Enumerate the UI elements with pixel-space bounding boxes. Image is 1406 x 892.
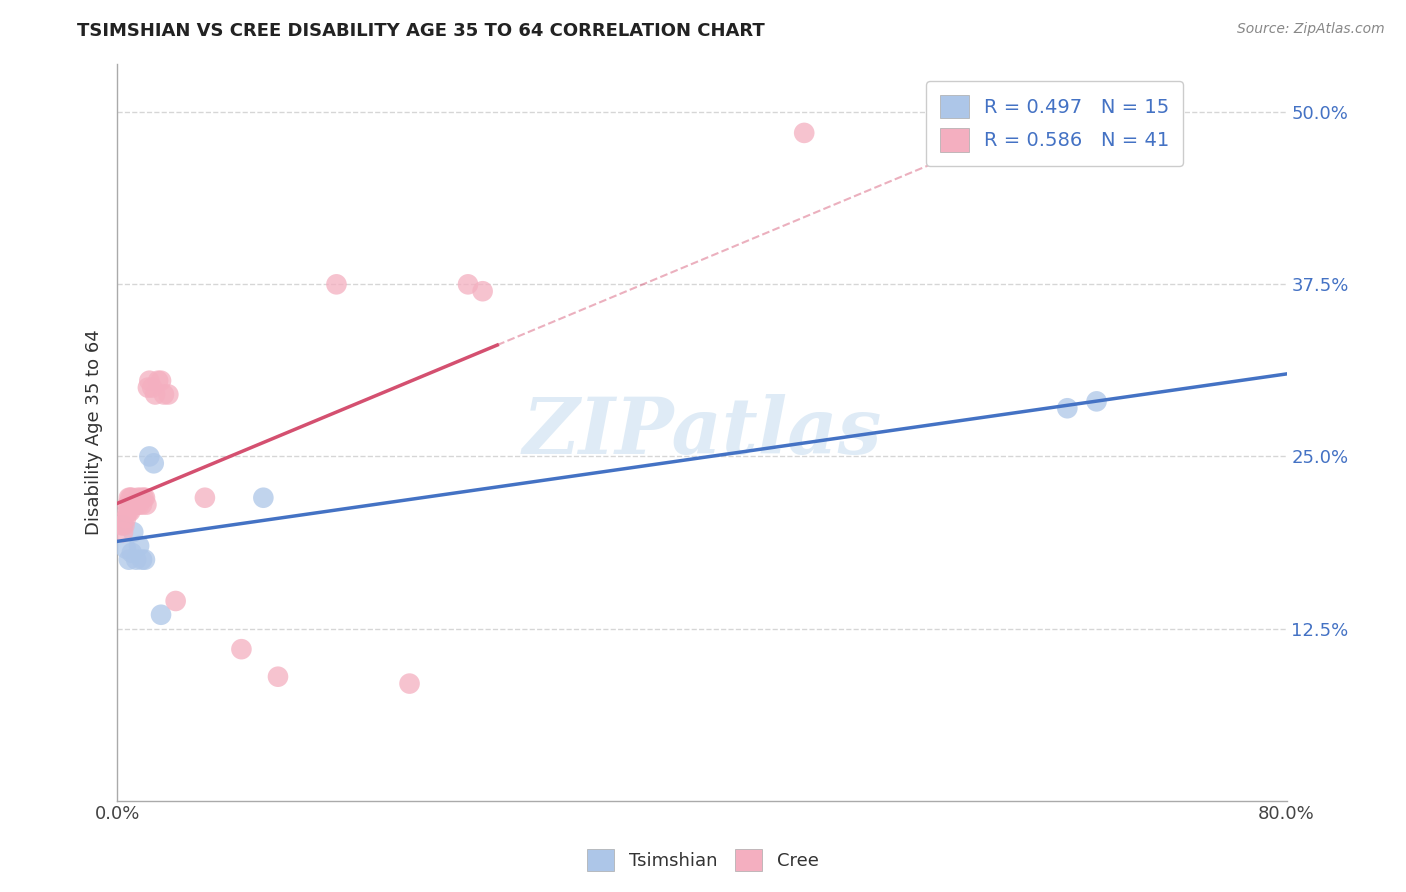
Point (138, 374, 160, 388)
Point (117, 498, 139, 512)
Point (117, 504, 139, 518)
Point (129, 491, 152, 505)
Point (132, 491, 155, 505)
Point (471, 284, 494, 298)
Point (112, 525, 135, 540)
Point (194, 491, 217, 505)
Point (131, 552, 153, 566)
Legend: R = 0.497   N = 15, R = 0.586   N = 41: R = 0.497 N = 15, R = 0.586 N = 41 (927, 81, 1184, 166)
Point (125, 498, 148, 512)
Point (142, 456, 165, 470)
Point (124, 498, 146, 512)
Point (398, 676, 420, 690)
Point (122, 498, 145, 512)
Point (325, 277, 347, 292)
Point (118, 552, 141, 566)
Point (118, 504, 141, 518)
Point (131, 498, 153, 512)
Point (134, 491, 156, 505)
Point (252, 491, 274, 505)
Point (121, 498, 143, 512)
Point (150, 607, 173, 622)
Y-axis label: Disability Age 35 to 64: Disability Age 35 to 64 (86, 329, 103, 535)
Point (115, 511, 138, 525)
Point (141, 381, 163, 395)
Point (127, 491, 149, 505)
Text: Source: ZipAtlas.com: Source: ZipAtlas.com (1237, 22, 1385, 37)
Point (157, 387, 180, 401)
Point (138, 450, 160, 464)
Point (136, 381, 159, 395)
Point (122, 525, 145, 540)
Point (121, 491, 143, 505)
Point (146, 374, 169, 388)
Point (128, 498, 150, 512)
Point (114, 518, 136, 533)
Point (112, 518, 135, 533)
Point (115, 541, 138, 556)
Point (153, 387, 176, 401)
Point (165, 594, 187, 608)
Point (1056, 401, 1078, 416)
Text: ZIPatlas: ZIPatlas (522, 394, 882, 471)
Point (128, 539, 150, 553)
Point (125, 498, 148, 512)
Point (118, 491, 141, 505)
Point (150, 374, 173, 388)
Point (1085, 394, 1108, 409)
Point (121, 546, 143, 560)
Point (110, 518, 132, 533)
Point (124, 498, 146, 512)
Legend: Tsimshian, Cree: Tsimshian, Cree (581, 842, 825, 879)
Point (267, 670, 290, 684)
Point (143, 387, 166, 401)
Point (125, 552, 148, 566)
Point (120, 491, 142, 505)
Point (135, 498, 157, 512)
Point (231, 642, 253, 657)
Point (793, 126, 815, 140)
Point (134, 552, 156, 566)
Text: TSIMSHIAN VS CREE DISABILITY AGE 35 TO 64 CORRELATION CHART: TSIMSHIAN VS CREE DISABILITY AGE 35 TO 6… (77, 22, 765, 40)
Point (120, 504, 142, 518)
Point (457, 277, 479, 292)
